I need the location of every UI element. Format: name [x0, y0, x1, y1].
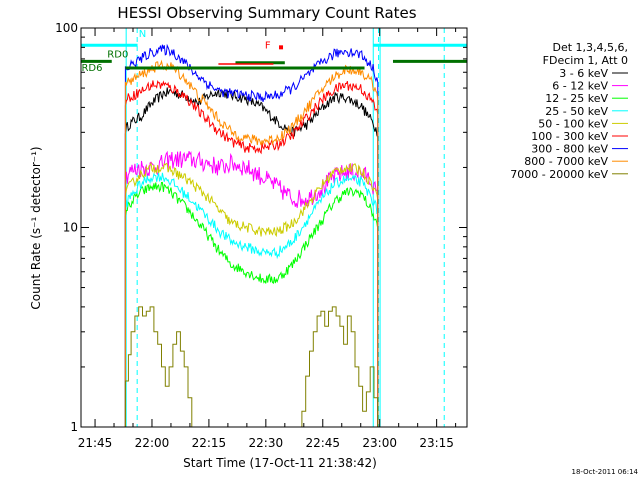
legend-header-line-2: FDecim 1, Att 0: [543, 54, 628, 67]
legend-label-8: 7000 - 20000 keV: [510, 168, 608, 181]
y-tick-label-1: 10: [63, 221, 78, 235]
legend-label-1: 6 - 12 keV: [552, 80, 608, 93]
x-axis: 21:45 22:00 22:15 22:30 22:45 23:00 23:15: [78, 28, 457, 450]
chart-title: HESSI Observing Summary Count Rates: [117, 4, 416, 22]
series-7-line: [124, 59, 379, 427]
annotation-n: N: [139, 29, 146, 40]
x-tick-label-3: 22:30: [249, 436, 284, 450]
x-tick-label-0: 21:45: [78, 436, 113, 450]
series-2-line: [124, 181, 379, 427]
y-axis: 1 10 100: [55, 21, 467, 434]
y-tick-label-2: 100: [55, 21, 78, 35]
annotation-f: F: [265, 40, 271, 51]
footer-timestamp: 18-Oct-2011 06:14: [572, 468, 639, 476]
legend-label-3: 25 - 50 keV: [545, 105, 608, 118]
series-3-line: [124, 172, 379, 427]
legend-label-0: 3 - 6 keV: [559, 67, 608, 80]
annotation-rd6: RD6: [81, 63, 102, 74]
series-6-line: [124, 43, 379, 427]
series-1-line: [124, 150, 379, 427]
series-5-line: [124, 79, 379, 427]
series-0-line: [124, 87, 379, 427]
legend-label-7: 800 - 7000 keV: [524, 155, 608, 168]
series-4-line: [124, 161, 379, 427]
legend: Det 1,3,4,5,6, FDecim 1, Att 0 3 - 6 keV…: [510, 41, 628, 181]
plot-area: N RD0 RD6 F: [81, 28, 467, 427]
legend-label-2: 12 - 25 keV: [545, 92, 608, 105]
legend-header-line-1: Det 1,3,4,5,6,: [552, 41, 628, 54]
legend-label-4: 50 - 100 keV: [538, 117, 608, 130]
legend-label-6: 300 - 800 keV: [531, 143, 608, 156]
x-tick-label-5: 23:00: [362, 436, 397, 450]
series-8-line: [124, 306, 380, 427]
x-tick-label-4: 22:45: [305, 436, 340, 450]
x-tick-label-1: 22:00: [135, 436, 170, 450]
x-tick-label-2: 22:15: [192, 436, 227, 450]
y-tick-label-0: 1: [70, 420, 78, 434]
annotation-rd0: RD0: [107, 50, 128, 61]
y-axis-label: Count Rate (s⁻¹ detector⁻¹): [29, 146, 43, 309]
f-marker: [279, 45, 284, 50]
legend-label-5: 100 - 300 keV: [531, 130, 608, 143]
x-axis-label: Start Time (17-Oct-11 21:38:42): [183, 456, 377, 470]
x-tick-label-6: 23:15: [419, 436, 454, 450]
